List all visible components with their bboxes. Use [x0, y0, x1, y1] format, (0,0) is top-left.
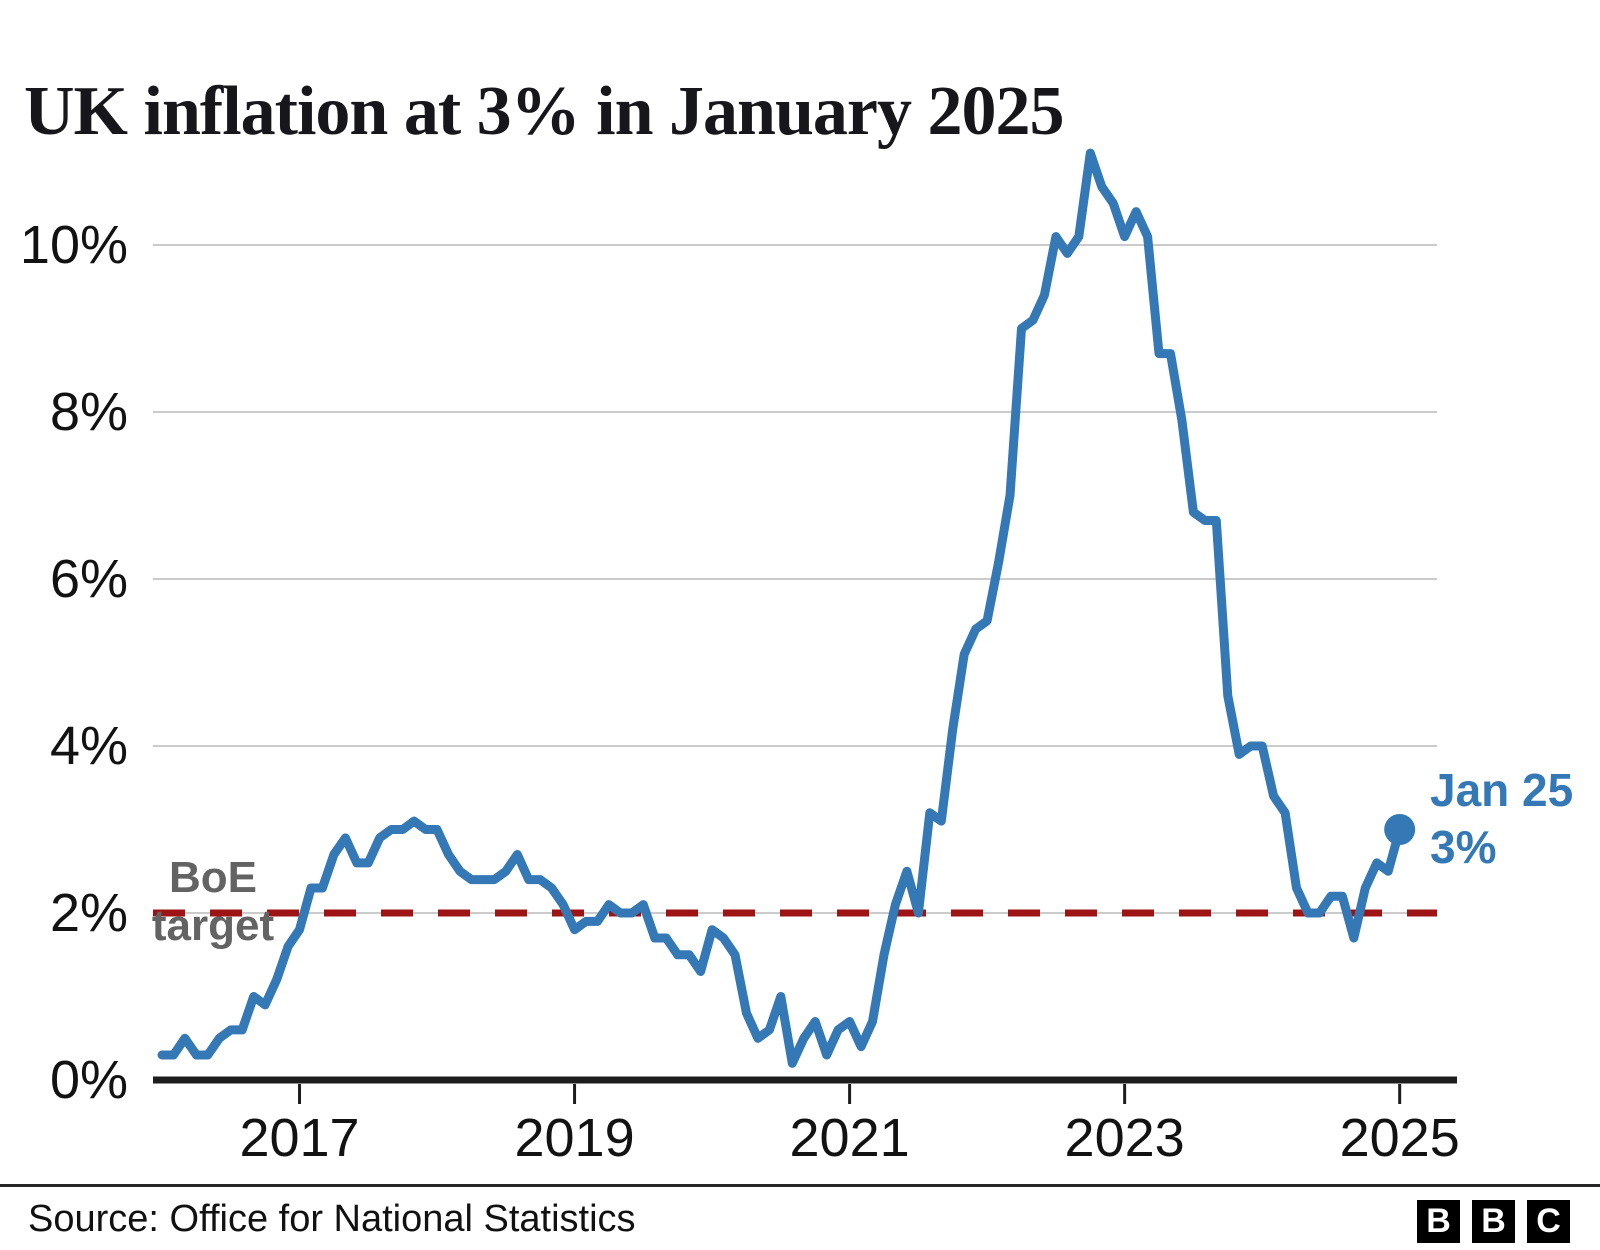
x-axis-label-2019: 2019: [514, 1108, 635, 1168]
endpoint-annotation-date: Jan 25: [1430, 764, 1574, 816]
y-axis-label-6%: 6%: [49, 549, 128, 609]
endpoint-dot: [1384, 814, 1416, 845]
x-axis-label-2021: 2021: [789, 1108, 910, 1168]
boe-target-label-line2: target: [151, 901, 275, 950]
footer-divider: [0, 1184, 1600, 1187]
y-axis-label-2%: 2%: [49, 883, 128, 943]
bbc-logo-block-2: B: [1472, 1200, 1515, 1243]
x-axis-label-2025: 2025: [1339, 1108, 1460, 1168]
source-attribution: Source: Office for National Statistics: [28, 1198, 636, 1240]
bbc-logo-block-3: C: [1527, 1200, 1570, 1243]
y-axis-label-0%: 0%: [49, 1050, 128, 1110]
x-axis-label-2023: 2023: [1064, 1108, 1185, 1168]
chart-title: UK inflation at 3% in January 2025: [24, 72, 1064, 150]
boe-target-label: BoE target: [128, 854, 298, 950]
y-axis-label-8%: 8%: [49, 382, 128, 442]
bbc-logo-block-1: B: [1417, 1200, 1460, 1243]
endpoint-annotation: Jan 25 3%: [1430, 762, 1573, 876]
endpoint-annotation-value: 3%: [1430, 821, 1497, 873]
bbc-logo: B B C: [1417, 1200, 1570, 1243]
inflation-line: [157, 148, 1405, 1068]
boe-target-label-line1: BoE: [169, 853, 257, 902]
y-axis-label-4%: 4%: [49, 716, 128, 776]
y-axis-label-10%: 10%: [19, 215, 128, 275]
x-axis-label-2017: 2017: [239, 1108, 360, 1168]
